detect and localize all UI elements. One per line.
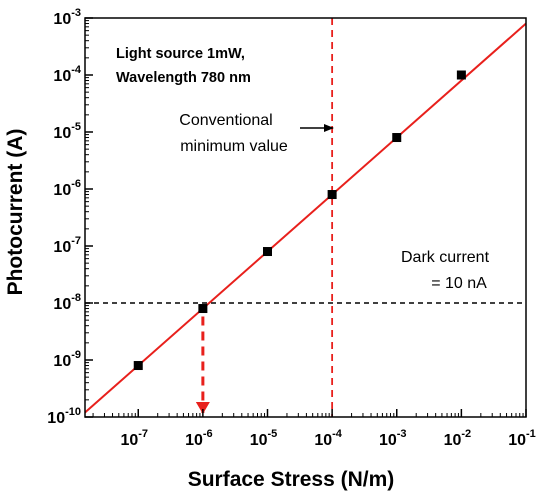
fit-line: [84, 22, 527, 414]
y-axis-ticks: 10-10 10-9 10-8 10-7 10-6 10-5 10-4 10-3: [47, 7, 93, 427]
x-axis-ticks: 10-7 10-6 10-5 10-4 10-3 10-2 10-1: [92, 409, 536, 449]
data-point-4: [327, 190, 337, 200]
reference-lines: [85, 18, 526, 417]
x-tick-label-1: 10-7: [120, 428, 148, 449]
dark-current-label-line2: = 10 nA: [431, 275, 487, 292]
x-tick-label-6: 10-2: [444, 428, 472, 449]
data-point-3: [262, 247, 272, 257]
plot-frame: [84, 17, 527, 418]
x-tick-label-4: 10-4: [314, 428, 342, 449]
data-points: [133, 70, 466, 371]
data-point-2: [198, 304, 208, 314]
x-tick-label-3: 10-5: [250, 428, 278, 449]
fit-line-layer: [84, 22, 527, 414]
y-tick-label-8: 10-3: [53, 7, 81, 28]
conventional-label-line2: minimum value: [180, 138, 288, 155]
y-tick-label-4: 10-7: [53, 235, 81, 256]
light-source-label-line1: Light source 1mW,: [116, 46, 245, 62]
data-point-6: [456, 70, 466, 80]
x-axis-title: Surface Stress (N/m): [188, 468, 395, 491]
y-tick-label-1: 10-10: [47, 406, 81, 427]
data-point-5: [392, 133, 402, 143]
x-tick-label-5: 10-3: [379, 428, 407, 449]
y-axis-title: Photocurrent (A): [4, 129, 27, 296]
conventional-label-line1: Conventional: [179, 112, 272, 129]
y-tick-label-3: 10-8: [53, 292, 81, 313]
x-tick-label-7: 10-1: [508, 428, 536, 449]
dark-current-label-line1: Dark current: [401, 249, 490, 266]
y-tick-label-7: 10-4: [53, 64, 81, 85]
y-tick-label-5: 10-6: [53, 178, 81, 199]
y-tick-label-2: 10-9: [53, 349, 81, 370]
data-point-1: [133, 361, 143, 371]
x-tick-label-2: 10-6: [185, 428, 213, 449]
y-tick-label-6: 10-5: [53, 121, 81, 142]
light-source-label-line2: Wavelength 780 nm: [116, 70, 251, 86]
